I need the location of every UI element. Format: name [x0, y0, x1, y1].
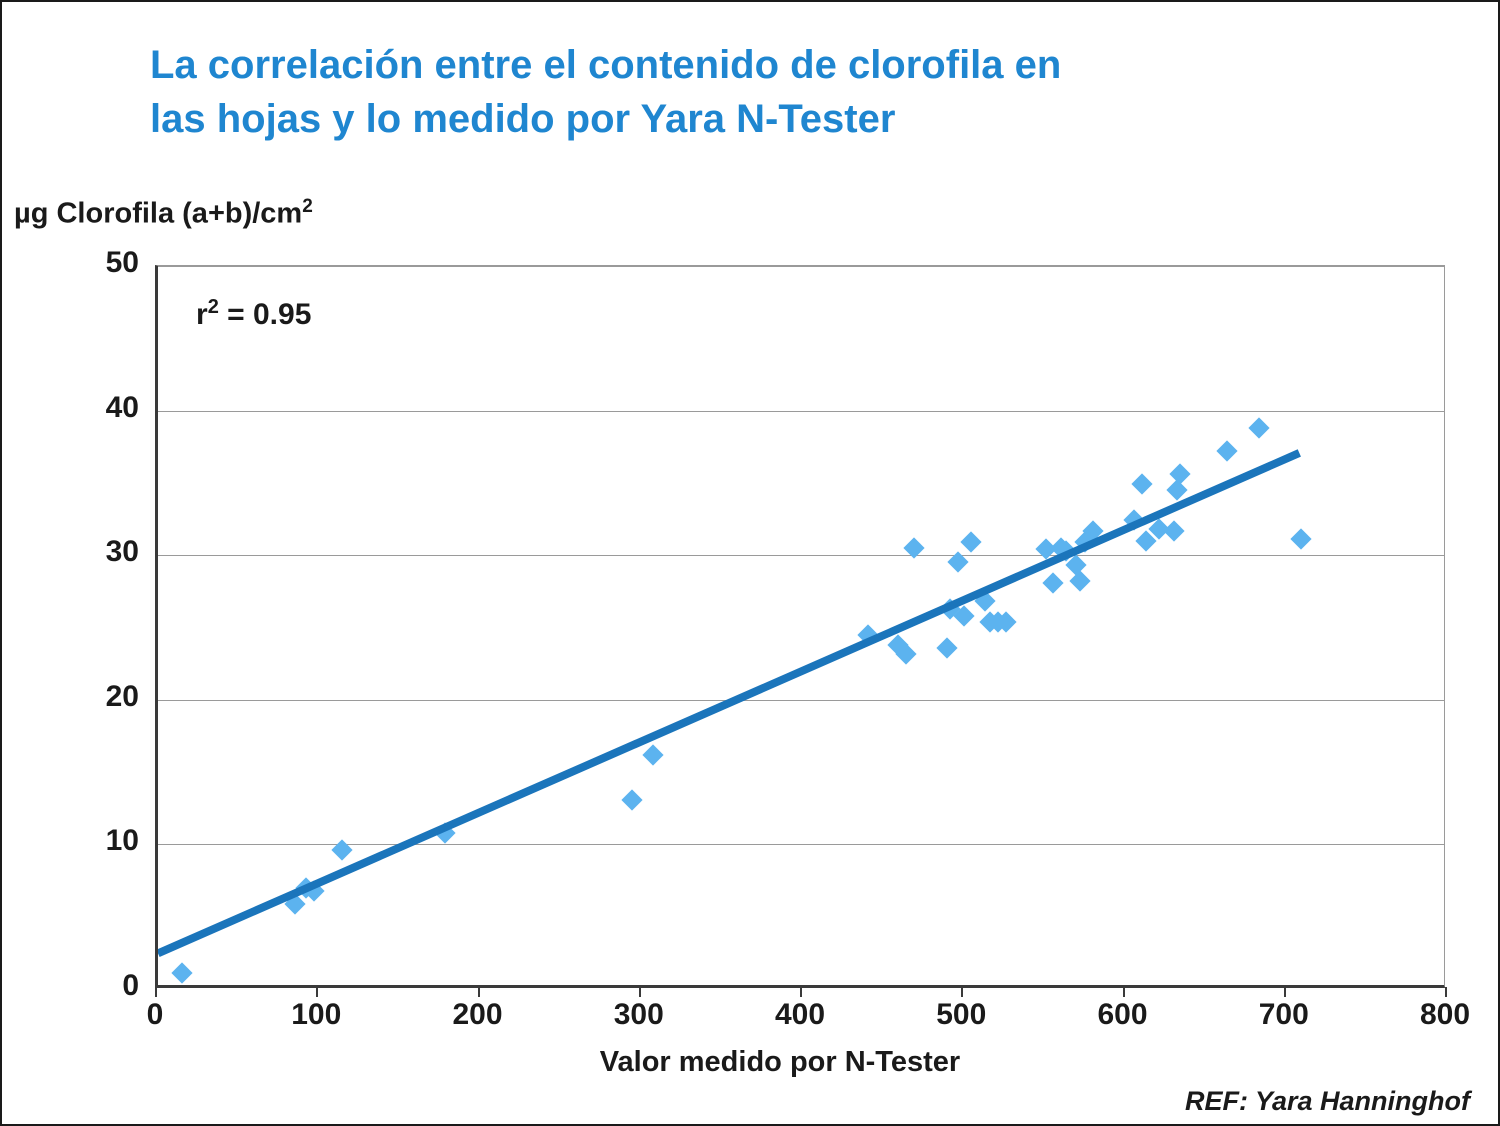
- y-tick-label: 20: [105, 679, 139, 713]
- data-point: [171, 962, 193, 984]
- data-point: [960, 531, 982, 553]
- r-squared-value: = 0.95: [218, 298, 312, 331]
- gridline: [158, 410, 1444, 412]
- x-tick-mark: [1122, 987, 1125, 997]
- data-point: [856, 624, 879, 646]
- x-tick-label: 100: [291, 998, 342, 1031]
- data-point: [1131, 473, 1153, 495]
- x-tick-label: 200: [452, 998, 503, 1031]
- data-point: [1248, 417, 1270, 439]
- x-tick-mark: [1283, 987, 1286, 997]
- y-axis-label-text: µg Clorofila (a+b)/cm: [14, 197, 303, 230]
- x-tick-mark: [477, 987, 480, 997]
- y-tick-label: 10: [105, 824, 139, 858]
- x-tick-label: 500: [936, 998, 987, 1031]
- trendline: [158, 449, 1301, 958]
- y-tick-label: 50: [105, 246, 139, 279]
- x-tick-mark: [638, 987, 641, 997]
- x-tick-mark: [316, 987, 319, 997]
- data-point: [1122, 509, 1145, 532]
- x-tick-label: 700: [1258, 998, 1309, 1031]
- data-point: [935, 637, 958, 659]
- y-axis-label: µg Clorofila (a+b)/cm2: [14, 196, 313, 231]
- y-axis-label-exponent: 2: [302, 196, 313, 217]
- gridline: [158, 699, 1444, 701]
- plot-area: [155, 265, 1445, 988]
- y-tick-label: 30: [105, 535, 139, 569]
- data-point: [1216, 440, 1238, 462]
- data-point: [974, 590, 996, 613]
- x-tick-mark: [155, 987, 157, 997]
- gridline: [158, 555, 1444, 557]
- r-squared-annotation: r2 = 0.95: [196, 296, 311, 332]
- data-point: [621, 788, 643, 811]
- r-squared-exponent: 2: [207, 296, 219, 318]
- x-tick-label: 600: [1097, 998, 1148, 1031]
- data-point: [1290, 528, 1312, 550]
- y-tick-label: 40: [105, 390, 139, 424]
- gridline: [158, 266, 1444, 267]
- x-tick-label: 0: [146, 998, 164, 1031]
- r-squared-text: r: [196, 298, 208, 331]
- gridline: [158, 844, 1444, 846]
- data-point: [1069, 570, 1091, 592]
- x-tick-mark: [800, 987, 802, 997]
- x-tick-mark: [1445, 987, 1447, 997]
- data-point: [284, 893, 306, 915]
- title-line-2: las hojas y lo medido por Yara N-Tester: [150, 97, 896, 141]
- x-tick-label: 300: [613, 998, 664, 1031]
- data-point: [642, 744, 664, 766]
- x-tick-mark: [961, 987, 964, 997]
- data-point: [434, 822, 456, 844]
- x-tick-label: 400: [774, 998, 826, 1031]
- data-point: [1163, 520, 1185, 542]
- x-tick-label: 800: [1419, 998, 1471, 1031]
- reference-credit: REF: Yara Hanninghof: [1184, 1086, 1470, 1116]
- y-tick-label: 0: [122, 969, 139, 1002]
- data-point: [331, 839, 353, 861]
- title-line-1: La correlación entre el contenido de clo…: [150, 43, 1062, 87]
- page-title: La correlación entre el contenido de clo…: [150, 38, 1400, 146]
- data-point: [1042, 572, 1064, 594]
- x-axis-label: Valor medido por N-Tester: [0, 1046, 1500, 1079]
- x-axis-label-text: Valor medido por N-Tester: [599, 1046, 961, 1078]
